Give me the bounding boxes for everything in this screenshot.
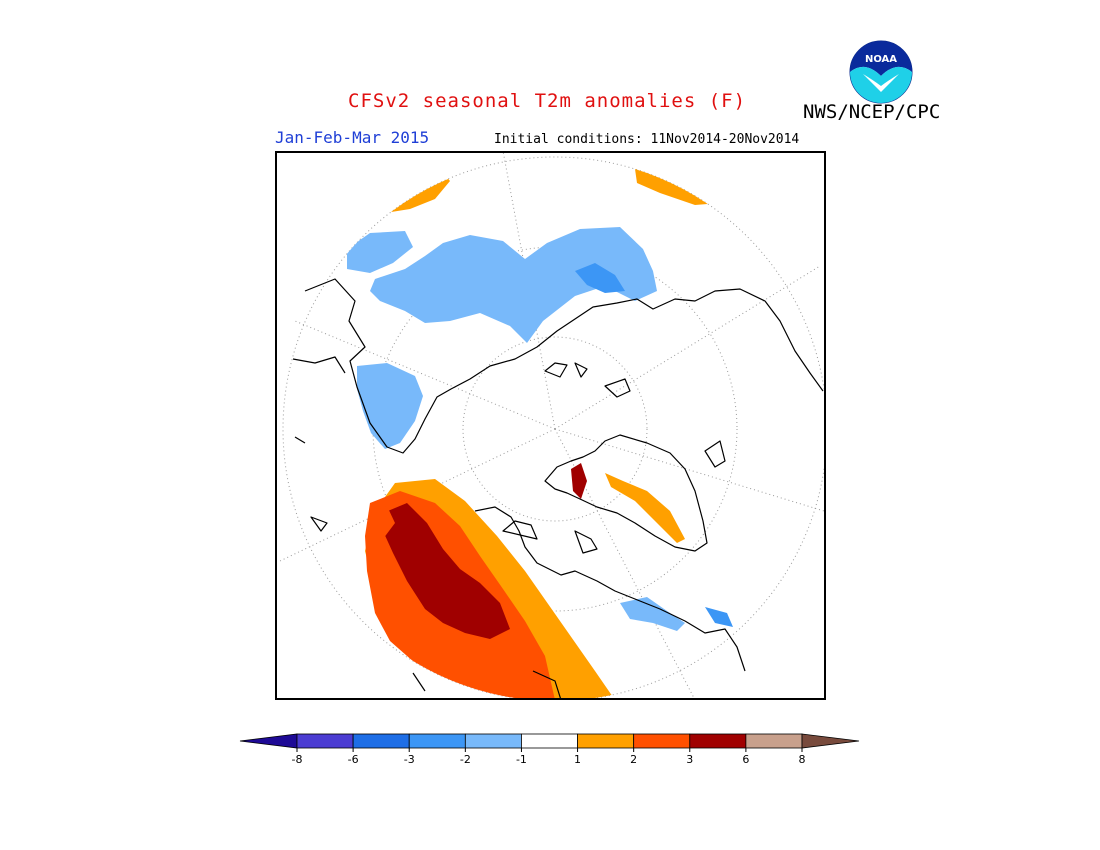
- colorbar-high-extend: [801, 733, 860, 749]
- polar-anomaly-map: [275, 151, 826, 700]
- coastlines: [292, 278, 824, 699]
- colorbar-low-extend: [239, 733, 298, 749]
- colorbar-tick-label: 1: [574, 753, 581, 766]
- warm-anomaly-north-america-core: [383, 503, 510, 639]
- colorbar-box: [521, 733, 578, 749]
- cool-anomaly-siberia: [575, 263, 625, 293]
- noaa-logo-text: NOAA: [865, 54, 897, 65]
- colorbar-box: [296, 733, 354, 749]
- initial-conditions-label: Initial conditions: 11Nov2014-20Nov2014: [494, 132, 800, 147]
- colorbar-tick-label: -1: [516, 753, 527, 766]
- colorbar-tick-label: 3: [686, 753, 693, 766]
- colorbar-box: [633, 733, 691, 749]
- cool-anomaly-eurasia: [347, 227, 657, 343]
- warm-anomaly-alaska: [370, 506, 395, 539]
- colorbar-tick-label: -3: [404, 753, 415, 766]
- warm-anomaly-greenland-core: [571, 463, 587, 499]
- colorbar-box: [408, 733, 466, 749]
- colorbar-tick-label: -6: [348, 753, 359, 766]
- colorbar-tick-label: -8: [292, 753, 303, 766]
- colorbar-tick-label: 8: [799, 753, 806, 766]
- colorbar-tick-label: -2: [460, 753, 471, 766]
- chart-title: CFSv2 seasonal T2m anomalies (F): [348, 90, 747, 112]
- warm-anomaly-greenland: [605, 473, 685, 543]
- colorbar-box: [464, 733, 522, 749]
- colorbar-tick-label: 2: [630, 753, 637, 766]
- season-label: Jan-Feb-Mar 2015: [275, 128, 430, 147]
- colorbar: -8 -6 -3 -2 -1 1 2 3 6 8: [239, 733, 860, 766]
- colorbar-tick-label: 6: [742, 753, 749, 766]
- noaa-logo-icon: NOAA: [849, 40, 913, 104]
- agency-label: NWS/NCEP/CPC: [803, 101, 941, 123]
- colorbar-box: [352, 733, 410, 749]
- cool-anomaly-canada-east: [705, 607, 733, 627]
- colorbar-box: [689, 733, 747, 749]
- colorbar-box: [577, 733, 635, 749]
- colorbar-box: [745, 733, 803, 749]
- cool-anomaly-canada: [620, 597, 685, 631]
